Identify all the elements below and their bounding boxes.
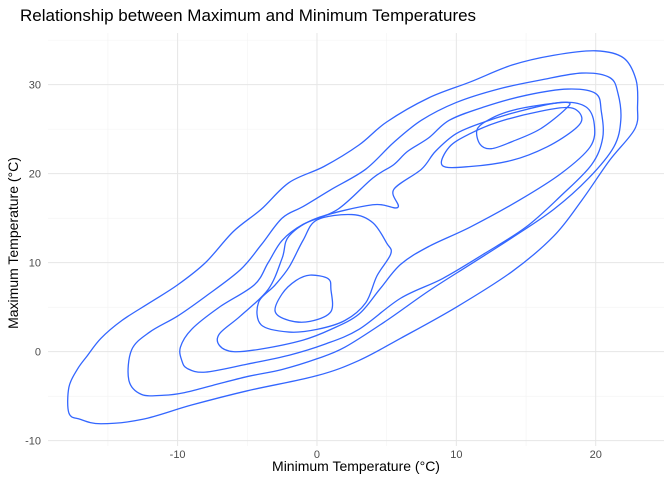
contour-lines <box>67 50 639 425</box>
y-tick-label: 30 <box>29 80 41 92</box>
contour-line-3 <box>179 88 604 373</box>
chart-title: Relationship between Maximum and Minimum… <box>20 6 476 25</box>
x-tick-label: -10 <box>170 449 186 461</box>
x-axis-title: Minimum Temperature (°C) <box>272 458 440 474</box>
contour-line-1 <box>67 50 639 425</box>
y-tick-label: -10 <box>25 436 41 448</box>
x-tick-label: 0 <box>314 449 320 461</box>
contour-line-5 <box>256 213 392 333</box>
y-axis-ticks: -10 0 10 20 30 <box>25 80 41 448</box>
grid <box>48 33 664 446</box>
x-tick-label: 10 <box>450 449 462 461</box>
contour-line-6 <box>274 274 334 323</box>
y-tick-label: 20 <box>29 169 41 181</box>
contour-line-8 <box>475 101 571 150</box>
contour-line-2 <box>127 72 622 397</box>
contour-line-7 <box>440 106 583 169</box>
y-axis-title: Maximum Temperature (°C) <box>5 157 21 329</box>
y-tick-label: 0 <box>35 347 41 359</box>
x-axis-ticks: -10 0 10 20 <box>170 449 602 461</box>
x-tick-label: 20 <box>590 449 602 461</box>
y-tick-label: 10 <box>29 258 41 270</box>
